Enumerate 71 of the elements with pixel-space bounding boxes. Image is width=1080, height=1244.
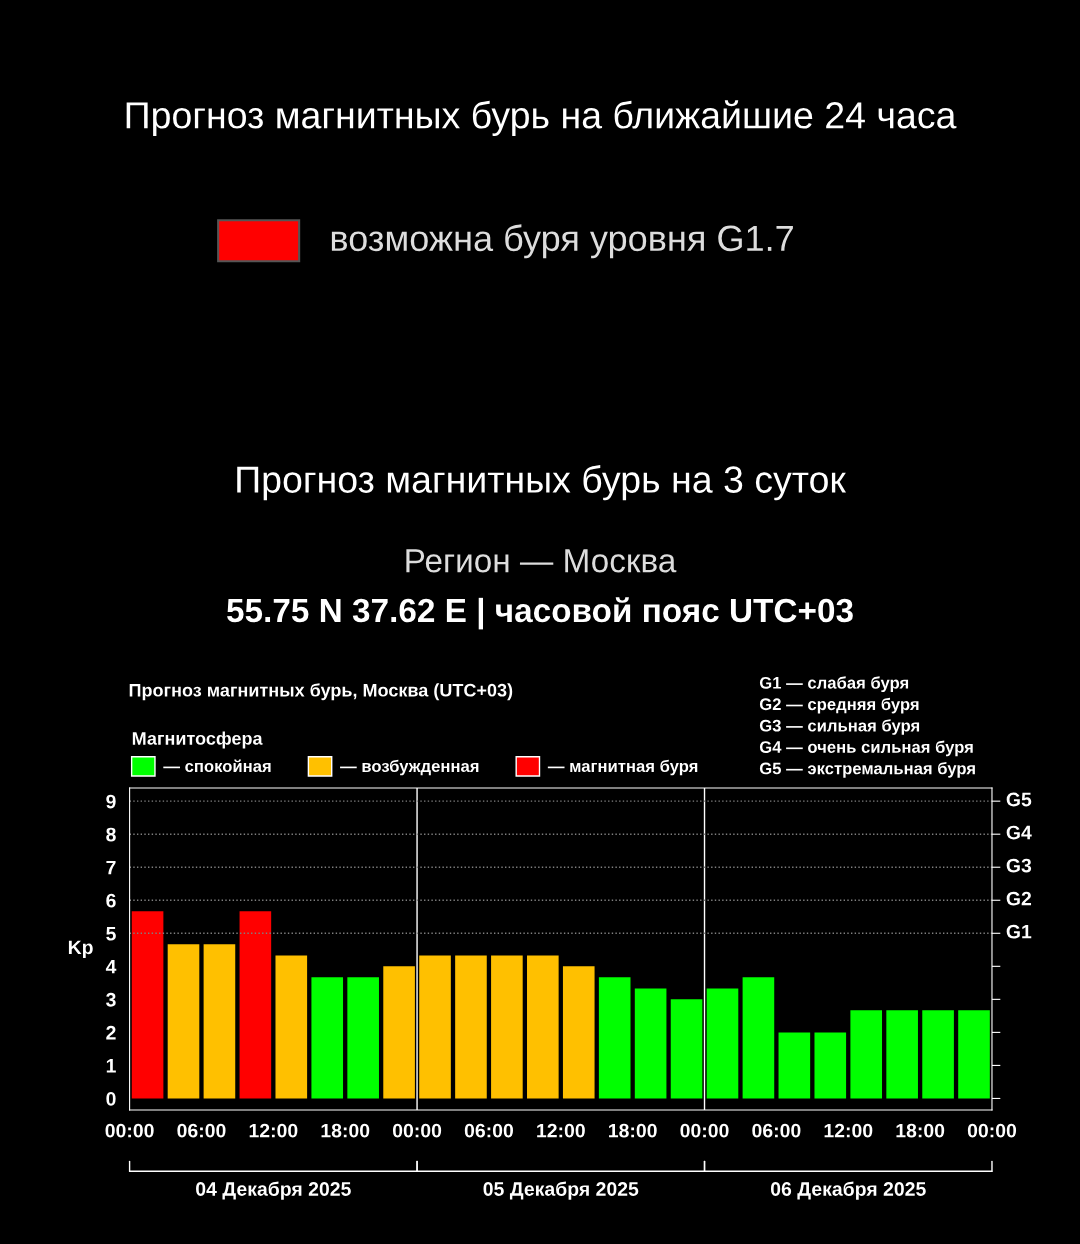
legend-label: — спокойная xyxy=(163,759,271,773)
bar xyxy=(778,1032,811,1099)
bar xyxy=(491,955,523,1099)
bar xyxy=(275,955,308,1099)
bar xyxy=(742,977,775,1099)
text: Прогноз магнитных бурь, Москва (UTC+03) xyxy=(129,683,513,701)
x-tick-label: 00:00 xyxy=(392,1123,442,1138)
text: G4 — очень сильная буря xyxy=(759,740,973,757)
bar xyxy=(850,1010,883,1099)
text: 06 Декабря 2025 xyxy=(770,1181,926,1200)
ref-line-label: G2 xyxy=(1006,891,1032,906)
bar xyxy=(527,955,559,1099)
bar xyxy=(958,1010,990,1099)
bar xyxy=(598,977,631,1099)
bar xyxy=(311,977,344,1099)
legend-label: — возбужденная xyxy=(340,759,479,776)
x-tick-label: 00:00 xyxy=(967,1123,1017,1138)
x-tick-label: 18:00 xyxy=(321,1123,370,1138)
text: 55.75 N 37.62 E | часовой пояс UTC+03 xyxy=(227,597,853,630)
text: G1 — слабая буря xyxy=(759,676,909,693)
y-tick-label: 6 xyxy=(106,893,116,908)
ref-line-label: G4 xyxy=(1006,825,1032,840)
text: G3 — сильная буря xyxy=(759,719,920,735)
text: Прогноз магнитных бурь на ближайшие 24 часа xyxy=(126,100,957,136)
y-tick-label: 2 xyxy=(106,1025,116,1040)
y-tick-label: 8 xyxy=(106,827,116,842)
chart-title: Прогноз магнитных бурь на 3 суток xyxy=(237,465,847,501)
x-tick-label: 12:00 xyxy=(249,1123,298,1138)
bar xyxy=(670,999,703,1099)
bar xyxy=(383,966,415,1099)
bar xyxy=(706,988,739,1099)
y-tick-label: 7 xyxy=(106,860,116,875)
legend-title: Магнитосфера xyxy=(132,731,263,749)
x-tick-label: 06:00 xyxy=(177,1123,226,1138)
y-tick-label: 0 xyxy=(106,1091,116,1106)
bar xyxy=(886,1010,918,1099)
legend-label: — магнитная буря xyxy=(547,759,698,776)
bar xyxy=(562,966,595,1099)
x-tick-label: 12:00 xyxy=(537,1123,585,1138)
y-tick-label: 5 xyxy=(106,926,116,941)
bar xyxy=(455,955,487,1099)
y-tick-label: 4 xyxy=(105,960,117,974)
chart-subtitle: Регион — Москва xyxy=(406,549,677,573)
bar xyxy=(131,911,164,1099)
bar xyxy=(167,944,200,1099)
bar xyxy=(203,944,236,1099)
y-tick-label: 3 xyxy=(106,992,116,1007)
bar xyxy=(814,1032,847,1099)
y-axis-title: Kp xyxy=(68,940,93,959)
x-tick-label: 18:00 xyxy=(609,1123,657,1138)
text: G2 — средняя буря xyxy=(759,697,919,714)
x-tick-label: 00:00 xyxy=(105,1123,154,1138)
y-tick-label: 9 xyxy=(106,794,116,809)
x-tick-label: 18:00 xyxy=(896,1123,945,1138)
x-tick-label: 06:00 xyxy=(752,1123,801,1138)
text: 04 Декабря 2025 xyxy=(196,1181,351,1200)
x-tick-label: 12:00 xyxy=(824,1123,873,1138)
ref-line-label: G5 xyxy=(1006,792,1032,807)
bar xyxy=(347,977,379,1099)
x-tick-label: 00:00 xyxy=(680,1123,729,1138)
text: возможна буря уровня G1.7 xyxy=(331,224,793,259)
x-tick-label: 06:00 xyxy=(464,1123,513,1138)
y-tick-label: 1 xyxy=(106,1059,116,1073)
bar xyxy=(419,955,451,1099)
text: 05 Декабря 2025 xyxy=(483,1181,639,1200)
bar xyxy=(922,1010,954,1099)
ref-line-label: G3 xyxy=(1006,858,1032,873)
bar xyxy=(239,911,272,1099)
ref-line-label: G1 xyxy=(1006,924,1032,939)
text: G5 — экстремальная буря xyxy=(759,761,975,778)
bar xyxy=(634,988,667,1099)
